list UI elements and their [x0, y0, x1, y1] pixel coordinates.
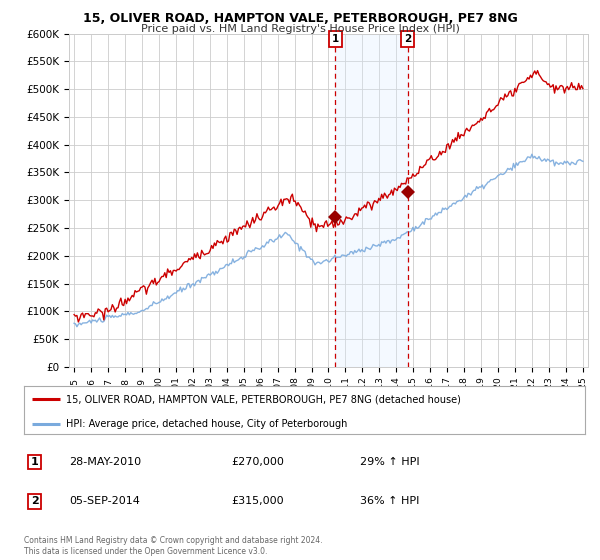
Text: 28-MAY-2010: 28-MAY-2010	[69, 457, 141, 467]
Text: 15, OLIVER ROAD, HAMPTON VALE, PETERBOROUGH, PE7 8NG: 15, OLIVER ROAD, HAMPTON VALE, PETERBORO…	[83, 12, 517, 25]
Text: £270,000: £270,000	[231, 457, 284, 467]
Text: HPI: Average price, detached house, City of Peterborough: HPI: Average price, detached house, City…	[66, 418, 347, 428]
Text: 2: 2	[404, 34, 412, 44]
Text: Price paid vs. HM Land Registry's House Price Index (HPI): Price paid vs. HM Land Registry's House …	[140, 24, 460, 34]
Text: Contains HM Land Registry data © Crown copyright and database right 2024.
This d: Contains HM Land Registry data © Crown c…	[24, 536, 323, 556]
Text: 1: 1	[31, 457, 38, 467]
Text: 1: 1	[332, 34, 339, 44]
Text: 2: 2	[31, 496, 38, 506]
Text: 05-SEP-2014: 05-SEP-2014	[69, 496, 140, 506]
Text: 15, OLIVER ROAD, HAMPTON VALE, PETERBOROUGH, PE7 8NG (detached house): 15, OLIVER ROAD, HAMPTON VALE, PETERBORO…	[66, 394, 461, 404]
Text: 29% ↑ HPI: 29% ↑ HPI	[360, 457, 419, 467]
Bar	[335, 34, 408, 367]
Text: £315,000: £315,000	[231, 496, 284, 506]
Text: 36% ↑ HPI: 36% ↑ HPI	[360, 496, 419, 506]
